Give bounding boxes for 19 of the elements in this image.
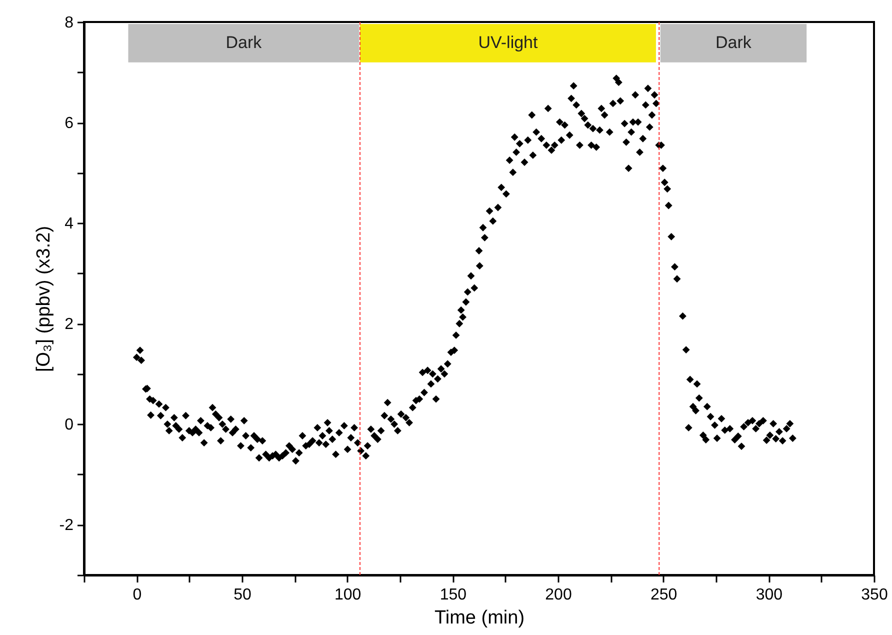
x-tick-label: 350 (861, 586, 888, 604)
x-tick-label: 100 (334, 586, 362, 604)
band-label: Dark (226, 33, 262, 52)
band-label: Dark (716, 33, 752, 52)
x-tick-label: 200 (545, 586, 572, 604)
y-tick-label: -2 (59, 517, 74, 534)
x-axis-title: Time (min) (434, 608, 525, 628)
y-tick-label: 4 (64, 216, 74, 233)
x-tick-label: 150 (440, 586, 467, 604)
x-tick-label: 250 (650, 586, 678, 604)
y-tick-label: 2 (64, 316, 74, 334)
x-tick-label: 0 (132, 586, 142, 604)
y-tick-label: 6 (64, 115, 74, 132)
x-tick-label: 300 (756, 586, 783, 604)
x-tick-label: 50 (234, 586, 252, 604)
y-tick-label: 0 (64, 416, 74, 434)
band-label: UV-light (478, 33, 538, 52)
y-tick-label: 8 (64, 14, 74, 32)
y-axis-title: [O₃] (ppbv) (x3.2) (33, 226, 54, 372)
